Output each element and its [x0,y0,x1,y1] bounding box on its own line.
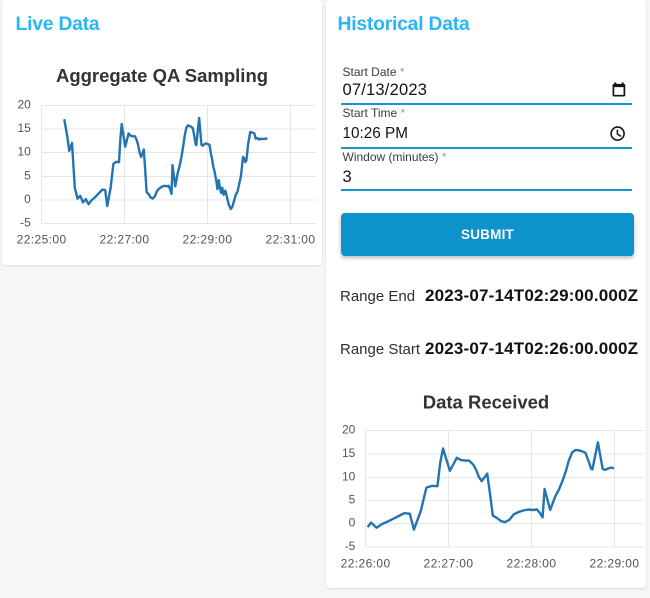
svg-text:10: 10 [17,145,31,159]
svg-text:-5: -5 [345,539,356,553]
svg-text:5: 5 [349,493,356,507]
svg-text:-5: -5 [20,216,31,230]
svg-text:22:26:00: 22:26:00 [341,557,391,571]
svg-text:22:31:00: 22:31:00 [266,233,316,247]
svg-text:20: 20 [17,98,31,112]
svg-text:Aggregate QA Sampling: Aggregate QA Sampling [56,65,268,86]
svg-text:0: 0 [349,516,356,530]
svg-text:20: 20 [342,423,356,437]
svg-text:22:27:00: 22:27:00 [100,233,150,247]
svg-text:22:29:00: 22:29:00 [183,233,233,247]
svg-text:22:27:00: 22:27:00 [424,557,474,571]
svg-text:15: 15 [342,446,356,460]
svg-text:15: 15 [17,121,31,135]
svg-text:22:25:00: 22:25:00 [17,233,67,247]
svg-text:Data Received: Data Received [423,392,549,413]
svg-text:0: 0 [24,192,31,206]
svg-text:22:29:00: 22:29:00 [590,557,640,571]
svg-text:22:28:00: 22:28:00 [507,557,557,571]
svg-text:10: 10 [342,470,356,484]
svg-text:5: 5 [24,169,31,183]
